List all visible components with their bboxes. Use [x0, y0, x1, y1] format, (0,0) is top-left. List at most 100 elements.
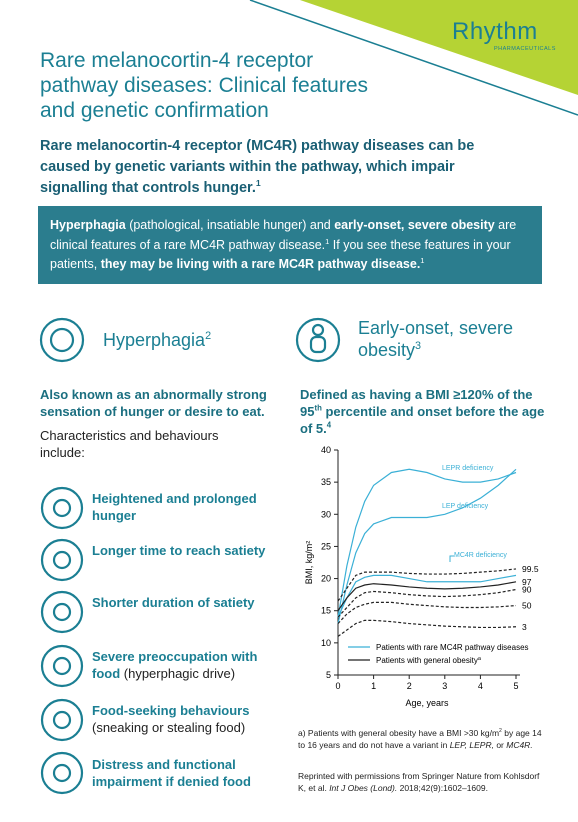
- item-icon: [40, 644, 84, 688]
- y-tick-label: 25: [321, 541, 331, 551]
- text-run: LEP, LEPR,: [449, 740, 494, 750]
- text-run: are clinical features of a rare MC4R pat…: [50, 218, 517, 252]
- series-label: 97: [522, 577, 532, 587]
- chart: 5 10 15 20 25 30 35 40 0 1 2 3 4 5 Age, years BMI, kg/m…: [304, 445, 539, 708]
- text-run: early-onset, severe obesity: [334, 218, 495, 232]
- y-tick-label: 5: [326, 670, 331, 680]
- x-tick-label: 1: [371, 681, 376, 691]
- y-tick-label: 10: [321, 638, 331, 648]
- x-tick-label: 5: [513, 681, 518, 691]
- item-icon-glyph: [52, 763, 72, 783]
- list-item: Distress and functional impairment if de…: [92, 756, 272, 790]
- logo-sub: PHARMACEUTICALS: [494, 46, 556, 52]
- text-run: Reprinted with permissions from Springer…: [298, 771, 540, 793]
- text-run: 2: [205, 330, 212, 342]
- section-heading: Hyperphagia2: [103, 329, 211, 351]
- logo: Rhythm: [452, 18, 538, 45]
- series-label: 50: [522, 601, 532, 611]
- item-icon-glyph: [52, 656, 72, 676]
- x-tick-label: 4: [478, 681, 483, 691]
- text-run: 1: [420, 255, 425, 265]
- text-run: Early-onset, severe obesity: [358, 318, 514, 360]
- text-run: by age 14 to 16 years and do not have a …: [298, 728, 542, 750]
- label-bracket: [449, 555, 454, 562]
- text-run: or: [493, 740, 507, 750]
- list-item: Shorter duration of satiety: [92, 594, 272, 611]
- item-icon: [40, 538, 84, 582]
- text-run: Distress and functional impairment if de…: [92, 757, 251, 789]
- legend-sup: a: [478, 656, 482, 662]
- definition: Defined as having a BMI ≥120% of the 95t…: [300, 386, 550, 437]
- text-run: MC4R.: [506, 740, 533, 750]
- text-run: Severe preoccupation with food: [92, 649, 258, 681]
- item-icon: [40, 590, 84, 634]
- y-tick-label: 40: [321, 445, 331, 455]
- text-run: Rare melanocortin-4 receptor (MC4R) path…: [40, 138, 475, 196]
- legend-label: Patients with rare MC4R pathway diseases: [376, 643, 529, 652]
- text-run: Also known as an abnormally strong sensa…: [40, 387, 267, 419]
- text-run: (pathological, insatiable hunger) and: [125, 218, 335, 232]
- text-run: (hyperphagic drive): [120, 666, 236, 681]
- series-line: [337, 619, 517, 637]
- series-line: [337, 588, 517, 618]
- stripe-line: [249, 0, 578, 116]
- text-run: Longer time to reach satiety: [92, 543, 266, 558]
- item-icon: [40, 751, 84, 795]
- series-line: [337, 568, 517, 602]
- text-run: If you see these features in your patien…: [50, 237, 511, 272]
- stripe: [300, 0, 578, 95]
- text-run: they may be living with a rare MC4R path…: [100, 257, 421, 271]
- series-label: 90: [522, 585, 532, 595]
- definition: Also known as an abnormally strong sensa…: [40, 386, 275, 420]
- text-run: Shorter duration of satiety: [92, 595, 255, 610]
- item-icon-glyph: [52, 710, 72, 730]
- y-tick-label: 20: [321, 574, 331, 584]
- text-run: Hyperphagia: [103, 330, 206, 350]
- footnote: a) Patients with general obesity have a …: [298, 727, 548, 751]
- section-heading: Early-onset, severe obesity3: [358, 317, 538, 361]
- y-tick-label: 30: [321, 509, 331, 519]
- item-icon-glyph: [52, 498, 72, 518]
- item-icon-glyph: [52, 602, 72, 622]
- text-run: Hyperphagia: [50, 218, 126, 232]
- series-line: [337, 581, 517, 612]
- item-icon: [40, 486, 84, 530]
- text-run: 1: [325, 236, 330, 246]
- x-tick-label: 3: [442, 681, 447, 691]
- series-line: [337, 574, 517, 618]
- text-run: Defined as having a BMI ≥120% of the 95: [300, 387, 533, 419]
- series-label: LEPR deficiency: [442, 465, 494, 472]
- series-label: 3: [522, 622, 527, 632]
- text-run: Int J Obes (Lond).: [329, 783, 398, 793]
- text-run: Heightened and prolonged hunger: [92, 491, 257, 523]
- text-run: 2018;42(9):1602–1609.: [397, 783, 488, 793]
- item-icon: [40, 698, 84, 742]
- text-run: Food-seeking behaviours: [92, 703, 250, 718]
- list-item: Longer time to reach satiety: [92, 542, 272, 559]
- legend-label: Patients with general obesitya: [376, 656, 482, 665]
- x-tick-label: 2: [407, 681, 412, 691]
- legend-text: Patients with general obesity: [376, 656, 478, 665]
- x-tick-label: 0: [335, 681, 340, 691]
- series-label: LEP deficiency: [442, 503, 489, 510]
- x-axis-label: Age, years: [405, 698, 449, 708]
- y-tick-label: 15: [321, 606, 331, 616]
- text-run: th: [314, 403, 322, 413]
- text-run: Characteristics and behaviours include:: [40, 428, 219, 460]
- series-label: MC4R deficiency: [454, 552, 507, 559]
- footnote: Reprinted with permissions from Springer…: [298, 770, 548, 794]
- text-run: a) Patients with general obesity have a …: [298, 728, 500, 738]
- item-icon-glyph: [52, 550, 72, 570]
- series-line: [337, 468, 517, 624]
- legend-text: Patients with rare MC4R pathway diseases: [376, 643, 529, 652]
- list-intro: Characteristics and behaviours include:: [40, 427, 250, 461]
- y-tick-label: 35: [321, 477, 331, 487]
- series-line: [337, 468, 517, 618]
- list-item: Severe preoccupation with food (hyperpha…: [92, 648, 272, 682]
- list-item: Heightened and prolonged hunger: [92, 490, 272, 524]
- text-run: 1: [255, 178, 261, 189]
- series-label: 99.5: [522, 564, 539, 574]
- text-run: 2: [499, 728, 502, 735]
